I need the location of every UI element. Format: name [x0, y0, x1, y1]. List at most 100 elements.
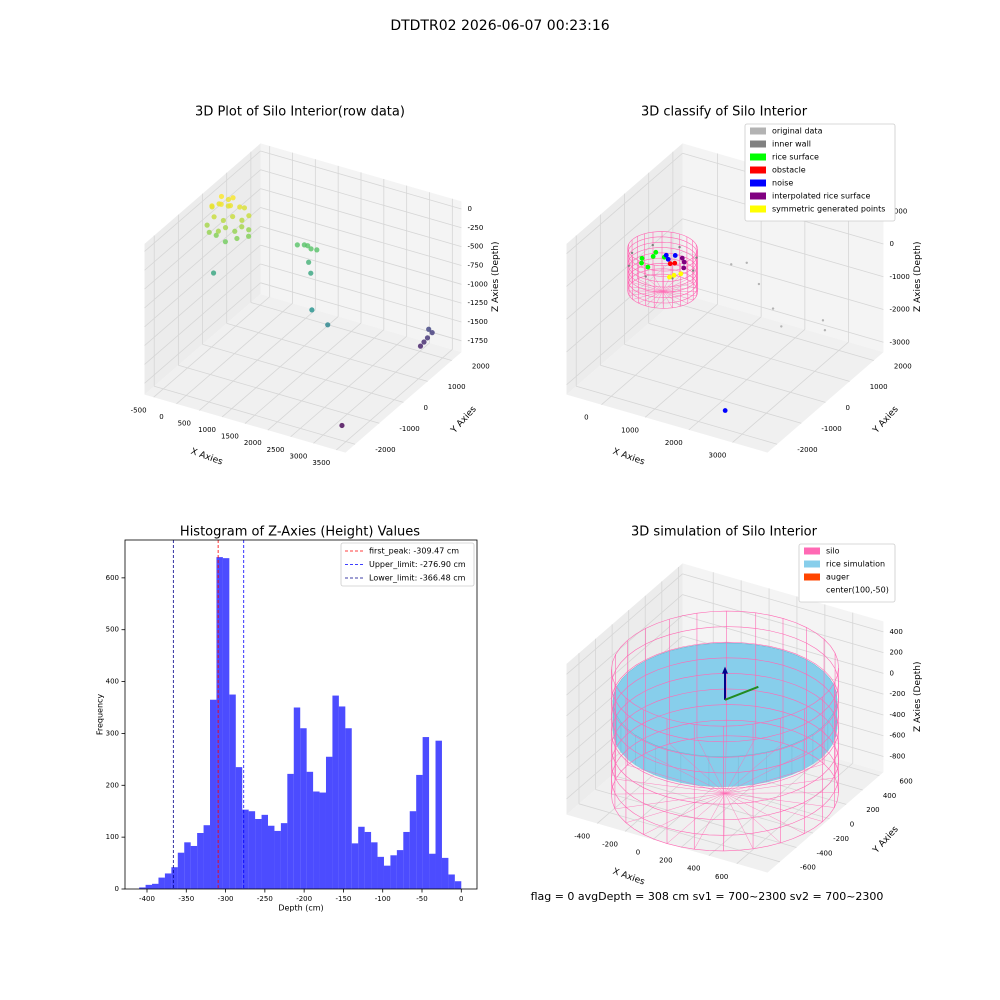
bar	[158, 877, 165, 889]
z-tick-label: -200	[889, 690, 905, 698]
plot-frame	[124, 539, 478, 890]
legend-patch	[750, 179, 766, 187]
legend-patch	[750, 153, 766, 161]
grid-line	[682, 218, 884, 278]
bar	[338, 706, 346, 889]
chart-title: 3D Plot of Silo Interior(row data)	[195, 105, 405, 120]
bar	[364, 831, 372, 889]
bar	[403, 831, 410, 889]
point	[681, 265, 687, 271]
point	[672, 260, 678, 266]
silo-spoke	[696, 737, 726, 794]
point	[424, 335, 431, 341]
bar	[454, 881, 462, 889]
y-tick-label: 300	[106, 729, 119, 737]
point	[644, 275, 647, 278]
point	[730, 263, 733, 266]
silo-spoke	[724, 793, 805, 834]
point	[306, 259, 312, 265]
grid-line	[682, 573, 884, 633]
legend-label: obstacle	[772, 166, 806, 175]
point	[209, 203, 215, 209]
silo-spoke	[632, 282, 663, 292]
bar	[197, 832, 204, 889]
x-tick-label: -500	[131, 406, 147, 414]
y-tick-label: 600	[106, 574, 119, 582]
grid-line	[624, 343, 826, 403]
legend-label: rice simulation	[826, 560, 885, 569]
silo-spoke	[645, 752, 726, 794]
point	[821, 319, 825, 322]
point	[681, 259, 687, 265]
x-tick-label: 3000	[709, 452, 727, 460]
point	[309, 307, 315, 313]
legend-label: center(100,-50)	[826, 586, 889, 595]
point	[246, 227, 252, 233]
z-tick-label: -1500	[467, 318, 487, 326]
silo-spoke	[724, 742, 784, 794]
bar	[351, 843, 359, 889]
silo-spoke	[669, 743, 726, 794]
x-tick-label: -200	[602, 841, 618, 849]
bar	[274, 830, 281, 889]
y-tick-label: 100	[106, 833, 119, 841]
grid-line	[576, 385, 778, 445]
figure-title: DTDTR02 2026-06-07 00:23:16	[390, 18, 609, 34]
point	[210, 270, 217, 276]
point	[650, 254, 656, 259]
point	[339, 422, 345, 429]
point	[665, 256, 671, 262]
x-tick-label: 3500	[312, 459, 330, 467]
bar	[435, 740, 442, 889]
bar	[255, 818, 262, 889]
silo-spoke	[723, 793, 726, 851]
legend-patch	[750, 166, 766, 174]
z-tick-label: -500	[467, 243, 483, 251]
y-tick-label: -200	[833, 835, 849, 843]
bar	[345, 728, 352, 889]
point	[230, 213, 236, 220]
grid-line	[202, 343, 404, 403]
bar	[409, 811, 417, 889]
grid-line	[260, 169, 462, 229]
x-tick-label: 2000	[244, 439, 262, 447]
bar	[319, 792, 326, 889]
bar	[300, 728, 307, 889]
point	[823, 329, 827, 332]
bar	[152, 883, 159, 889]
z-axis-label: Z Axies (Depth)	[491, 241, 501, 312]
y-tick-label: 0	[424, 404, 428, 412]
point	[651, 243, 654, 247]
legend-label: interpolated rice surface	[772, 192, 870, 201]
bar	[171, 867, 178, 889]
legend-label: silo	[826, 547, 840, 556]
silo-spoke	[724, 737, 756, 794]
point	[771, 307, 775, 310]
point	[421, 339, 427, 345]
point	[213, 232, 219, 238]
y-tick-label: 200	[106, 781, 119, 789]
y-tick-label: 400	[883, 792, 896, 800]
bar	[222, 558, 230, 889]
point	[241, 205, 248, 211]
grid-line	[144, 263, 261, 365]
silo-spoke	[638, 291, 663, 304]
grid-line	[648, 323, 850, 382]
grid-line	[566, 573, 683, 675]
point	[237, 204, 243, 210]
silo-spoke	[643, 793, 726, 835]
legend-label: Lower_limit: -366.48 cm	[369, 574, 466, 583]
point	[227, 203, 234, 209]
y-tick-label: 1000	[448, 383, 466, 391]
point	[232, 228, 238, 234]
grid-line	[672, 302, 874, 361]
silo-spoke	[644, 276, 663, 292]
bar	[210, 699, 217, 889]
point	[672, 253, 678, 258]
point	[220, 217, 226, 224]
z-tick-label: 0	[467, 205, 471, 213]
x-tick-label: -300	[218, 895, 234, 903]
x-tick-label: 400	[687, 865, 700, 873]
point	[678, 271, 684, 277]
bar	[422, 737, 430, 889]
